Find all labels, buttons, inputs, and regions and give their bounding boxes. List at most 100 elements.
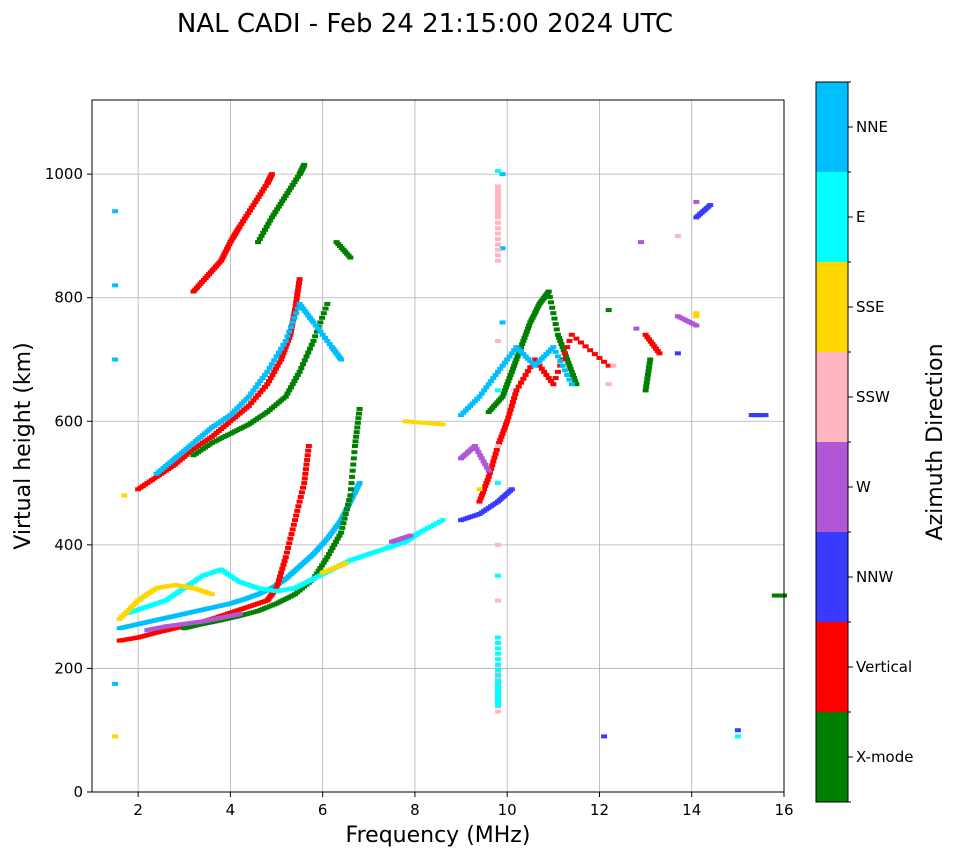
data-point [501,360,508,365]
data-point [350,492,357,497]
data-point [271,369,278,374]
data-point [269,372,276,377]
data-point [494,694,501,699]
data-point [494,542,501,547]
data-point [343,507,350,512]
data-point [596,355,603,360]
data-point [238,221,245,226]
data-point [522,354,529,359]
data-point [274,207,281,212]
data-point [282,394,289,399]
data-point [350,456,357,461]
data-point [346,498,353,503]
data-point [637,240,644,245]
data-point [556,335,563,340]
data-point [282,345,289,350]
data-point [354,425,361,430]
data-point [549,305,556,310]
data-point [494,188,501,193]
data-point [329,529,336,534]
series-x-mode [190,301,331,458]
data-point [494,709,501,714]
data-point [513,357,520,362]
data-point [534,306,541,311]
series-vertical [116,444,312,643]
data-point [545,349,552,354]
data-point [477,453,484,458]
data-point [605,382,612,387]
data-point [601,359,608,364]
data-point [494,598,501,603]
data-point [501,425,508,430]
data-point [279,199,286,204]
data-point [287,185,294,190]
colorbar-segment [816,262,848,352]
data-point [460,410,467,415]
data-point [527,359,534,364]
data-point [294,508,301,513]
data-point [123,610,130,615]
data-point [257,390,264,395]
data-point [416,420,423,425]
data-point [331,542,338,547]
data-point [351,490,358,495]
data-point [283,550,290,555]
data-point [520,376,527,381]
y-tick-label: 800 [54,289,83,307]
data-point [545,376,552,381]
data-point [515,347,522,352]
data-point [643,380,650,385]
data-point [278,570,285,575]
data-point [610,363,617,368]
data-point [522,332,529,337]
data-point [771,593,778,598]
data-point [567,366,574,371]
data-point [458,413,465,418]
data-point [500,428,507,433]
data-point [534,361,541,366]
colorbar-segment [816,172,848,262]
data-point [485,474,492,479]
data-point [572,379,579,384]
data-point [550,382,557,387]
data-point [262,184,269,189]
data-point [402,419,409,424]
data-point [305,448,312,453]
data-point [644,376,651,381]
data-point [347,493,354,498]
data-point [221,251,228,256]
data-point [327,549,334,554]
data-point [564,372,571,377]
x-tick-label: 6 [318,801,328,819]
data-point [118,614,125,619]
data-point [353,430,360,435]
data-point [262,384,268,389]
data-point [273,354,280,359]
data-point [693,314,700,319]
data-point [266,365,273,370]
data-point [494,684,501,689]
data-point [308,342,315,347]
x-axis-label: Frequency (MHz) [346,823,531,848]
data-point [477,496,484,501]
data-point [496,440,503,445]
data-point [485,382,492,387]
data-point [264,382,271,387]
data-point [633,326,640,331]
data-point [646,337,653,342]
data-point [504,382,511,387]
data-point [234,406,241,411]
data-point [121,493,128,498]
data-point [494,646,501,651]
data-point [223,247,230,252]
data-point [285,545,292,550]
data-point [571,376,578,381]
data-point [493,447,500,452]
data-point [298,365,305,370]
y-tick-label: 400 [54,536,83,554]
data-point [494,667,501,672]
colorbar-label: W [856,478,871,496]
data-point [693,199,700,204]
data-point [236,612,243,617]
data-point [486,471,493,476]
